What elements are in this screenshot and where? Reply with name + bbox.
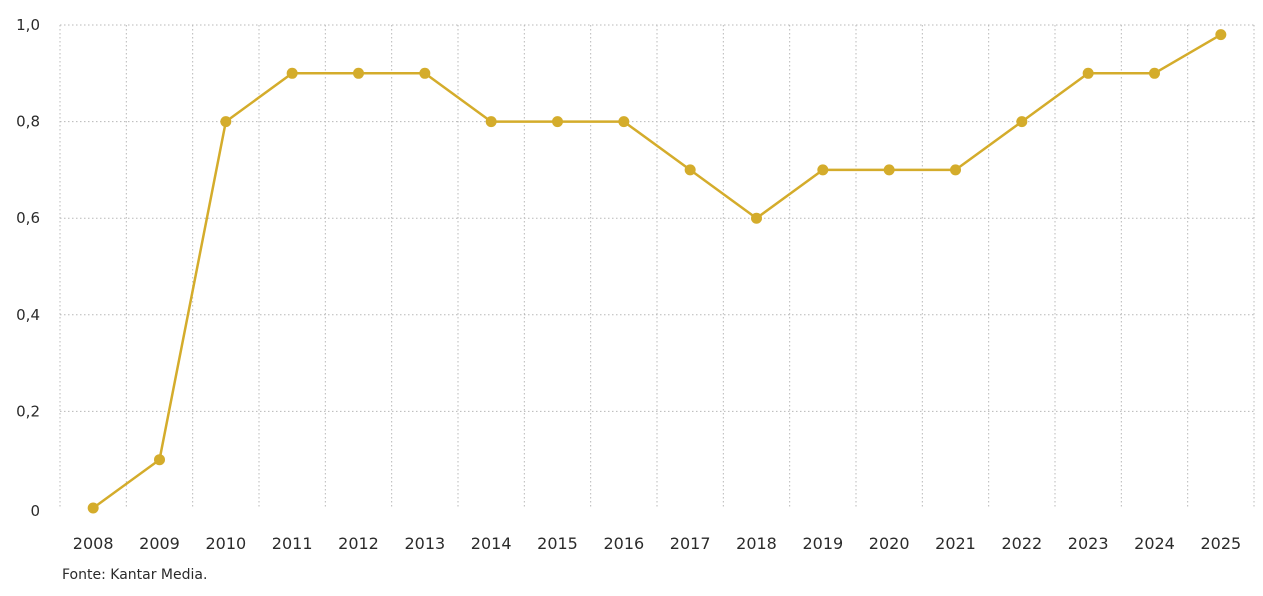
data-point [684,164,696,176]
x-tick-label: 2015 [537,534,578,553]
x-tick-label: 2022 [1001,534,1042,553]
series-layer [87,29,1227,514]
x-tick-label: 2023 [1068,534,1109,553]
y-tick-label: 0,8 [16,113,40,131]
x-tick-label: 2009 [139,534,180,553]
data-point [1149,67,1160,79]
data-point [220,116,232,128]
x-tick-label: 2018 [736,534,777,553]
data-point [817,164,829,176]
x-tick-label: 2008 [73,534,114,553]
data-point [419,67,431,79]
x-tick-label: 2021 [935,534,976,553]
data-point [950,164,961,176]
y-tick-label: 1,0 [16,16,40,34]
x-tick-label: 2012 [338,534,379,553]
y-axis: 0 0,2 0,4 0,6 0,8 1,0 [16,16,40,520]
x-tick-label: 2013 [404,534,445,553]
x-tick-label: 2014 [471,534,512,553]
y-tick-label: 0 [30,502,40,520]
x-tick-label: 2016 [603,534,644,553]
data-point [485,116,497,128]
source-note: Fonte: Kantar Media. [62,567,208,583]
x-tick-label: 2010 [205,534,246,553]
y-tick-label: 0,2 [16,402,40,420]
x-tick-label: 2024 [1134,534,1175,553]
data-point [353,67,364,79]
y-tick-label: 0,4 [16,306,40,324]
data-point [286,67,298,79]
grid-lines [59,24,1255,508]
y-tick-label: 0,6 [16,209,40,227]
data-point [154,454,165,466]
data-point [1215,29,1227,41]
data-point [1016,116,1028,128]
x-axis: 2008 2009 2010 2011 2012 2013 2014 2015 2016 2017… [73,534,1241,553]
x-tick-label: 2017 [670,534,711,553]
x-tick-label: 2025 [1200,534,1241,553]
data-point [751,212,762,224]
data-point [552,116,563,128]
x-tick-label: 2020 [869,534,910,553]
x-tick-label: 2011 [272,534,313,553]
data-point [883,164,895,176]
data-point [87,502,99,514]
data-point [618,116,630,128]
data-point [1082,67,1094,79]
series-line [91,33,1223,510]
x-tick-label: 2019 [802,534,843,553]
